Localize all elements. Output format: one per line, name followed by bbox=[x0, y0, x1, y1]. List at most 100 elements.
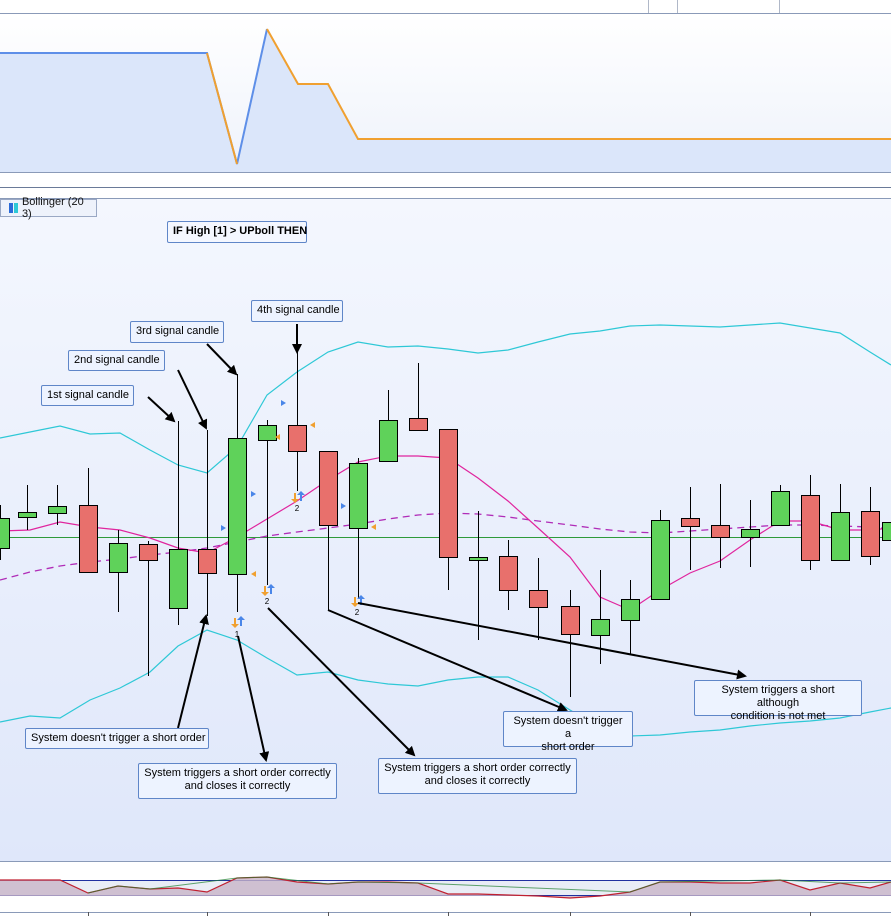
arrow-trigger-not-met bbox=[357, 602, 747, 680]
trade-arrow-pair bbox=[231, 616, 245, 628]
trade-arrow-pair bbox=[351, 595, 365, 607]
candle-bullish[interactable] bbox=[48, 485, 67, 525]
trade-arrow-pair bbox=[291, 491, 305, 503]
candle-body bbox=[379, 420, 398, 462]
candle-body bbox=[651, 520, 670, 600]
candle-bearish[interactable] bbox=[439, 429, 458, 590]
candle-body bbox=[499, 556, 518, 591]
indicator-line-orange-2 bbox=[266, 28, 891, 140]
trigger-not-met-callout: System triggers a short although conditi… bbox=[694, 680, 862, 722]
candle-body bbox=[591, 619, 610, 636]
candle-bearish[interactable] bbox=[499, 540, 518, 610]
arrow-signal-1 bbox=[147, 396, 176, 423]
candle-bearish[interactable] bbox=[861, 487, 880, 565]
trade-marker-count: 2 bbox=[265, 597, 270, 606]
legend-swatch-upper bbox=[13, 203, 18, 213]
marker-triangle-orange bbox=[310, 422, 315, 428]
arrow-no-trigger-1 bbox=[177, 614, 209, 729]
candle-bullish[interactable] bbox=[18, 485, 37, 530]
bollinger-lower-band bbox=[0, 629, 891, 737]
candle-bullish[interactable] bbox=[349, 458, 368, 598]
candle-body bbox=[831, 512, 850, 561]
pane-separator[interactable] bbox=[0, 173, 891, 199]
candle-body bbox=[801, 495, 820, 561]
candle-body bbox=[228, 438, 247, 575]
candle-body bbox=[349, 463, 368, 529]
bollinger-upper-band bbox=[0, 322, 891, 474]
arrow-trigger-correct-1 bbox=[237, 635, 270, 762]
candle-bullish[interactable] bbox=[228, 374, 247, 612]
candle-body bbox=[169, 549, 188, 609]
indicator-line-orange bbox=[206, 52, 238, 165]
candle-bullish[interactable] bbox=[0, 505, 10, 560]
candle-bearish[interactable] bbox=[319, 451, 338, 610]
signal-1-callout: 1st signal candle bbox=[41, 385, 134, 406]
trade-arrows: 1 2 2 2 bbox=[231, 491, 365, 639]
no-trigger-callout-2: System doesn't trigger a short order bbox=[503, 711, 633, 753]
candle-bearish[interactable] bbox=[79, 468, 98, 573]
candle-bullish[interactable] bbox=[379, 390, 398, 462]
candle-body bbox=[561, 606, 580, 635]
candle-bullish[interactable] bbox=[741, 500, 760, 567]
candle-body bbox=[48, 506, 67, 514]
marker-triangle-orange bbox=[251, 571, 256, 577]
candle-body bbox=[621, 599, 640, 621]
annotation-arrows bbox=[147, 324, 747, 762]
candle-body bbox=[681, 518, 700, 527]
candle-body bbox=[0, 518, 10, 549]
candle-body bbox=[139, 544, 158, 561]
candle-bullish[interactable] bbox=[469, 511, 488, 640]
candle-body bbox=[18, 512, 37, 518]
marker-triangle-orange bbox=[275, 434, 280, 440]
candle-body bbox=[409, 418, 428, 431]
candle-body bbox=[741, 529, 760, 538]
marker-triangle-blue bbox=[341, 503, 346, 509]
arrow-trigger-correct-2 bbox=[267, 607, 416, 757]
candle-body bbox=[469, 557, 488, 561]
candle-bearish[interactable] bbox=[288, 352, 307, 491]
trade-arrow-pair bbox=[261, 584, 275, 596]
candle-body bbox=[198, 549, 217, 574]
oscillator-pane bbox=[0, 861, 891, 916]
candle-bearish[interactable] bbox=[529, 558, 548, 640]
candle-bearish[interactable] bbox=[139, 541, 158, 676]
trigger-correct-callout-2: System triggers a short order correctly … bbox=[378, 758, 577, 794]
signal-3-callout: 3rd signal candle bbox=[130, 321, 224, 343]
candle-bullish[interactable] bbox=[771, 485, 790, 526]
candle-bullish[interactable] bbox=[109, 530, 128, 612]
candle-bearish[interactable] bbox=[711, 484, 730, 568]
indicator-pane bbox=[0, 14, 891, 174]
arrow-signal-3 bbox=[206, 343, 238, 376]
arrow-signal-2 bbox=[177, 369, 208, 430]
candle-bearish[interactable] bbox=[681, 487, 700, 570]
candle-body bbox=[79, 505, 98, 573]
trigger-correct-callout-1: System triggers a short order correctly … bbox=[138, 763, 337, 799]
marker-triangle-blue bbox=[251, 491, 256, 497]
candle-body bbox=[861, 511, 880, 557]
marker-triangle-blue bbox=[281, 400, 286, 406]
condition-callout: IF High [1] > UPboll THEN bbox=[167, 221, 307, 243]
legend-swatch-lower bbox=[9, 203, 13, 213]
candle-bullish[interactable] bbox=[651, 510, 670, 600]
candle-bullish[interactable] bbox=[258, 420, 277, 585]
candle-bearish[interactable] bbox=[801, 475, 820, 570]
candle-body bbox=[882, 522, 891, 541]
legend-label: Bollinger (20 3) bbox=[21, 196, 84, 220]
signal-markers bbox=[221, 400, 376, 577]
candle-body bbox=[711, 525, 730, 538]
candle-body bbox=[319, 451, 338, 526]
top-strip bbox=[0, 0, 891, 14]
indicator-legend[interactable]: Bollinger (20 3) bbox=[0, 196, 97, 220]
candle-body bbox=[529, 590, 548, 608]
candle-bearish[interactable] bbox=[409, 363, 428, 431]
candle-bullish[interactable] bbox=[882, 508, 891, 560]
candlesticks bbox=[0, 352, 891, 697]
candle-bullish[interactable] bbox=[621, 580, 640, 655]
candle-bearish[interactable] bbox=[198, 430, 217, 616]
candle-bullish[interactable] bbox=[831, 484, 850, 561]
trade-marker-count: 2 bbox=[355, 608, 360, 617]
candle-bullish[interactable] bbox=[169, 421, 188, 625]
oscillator-line bbox=[0, 876, 891, 899]
trade-marker-count: 2 bbox=[295, 504, 300, 513]
